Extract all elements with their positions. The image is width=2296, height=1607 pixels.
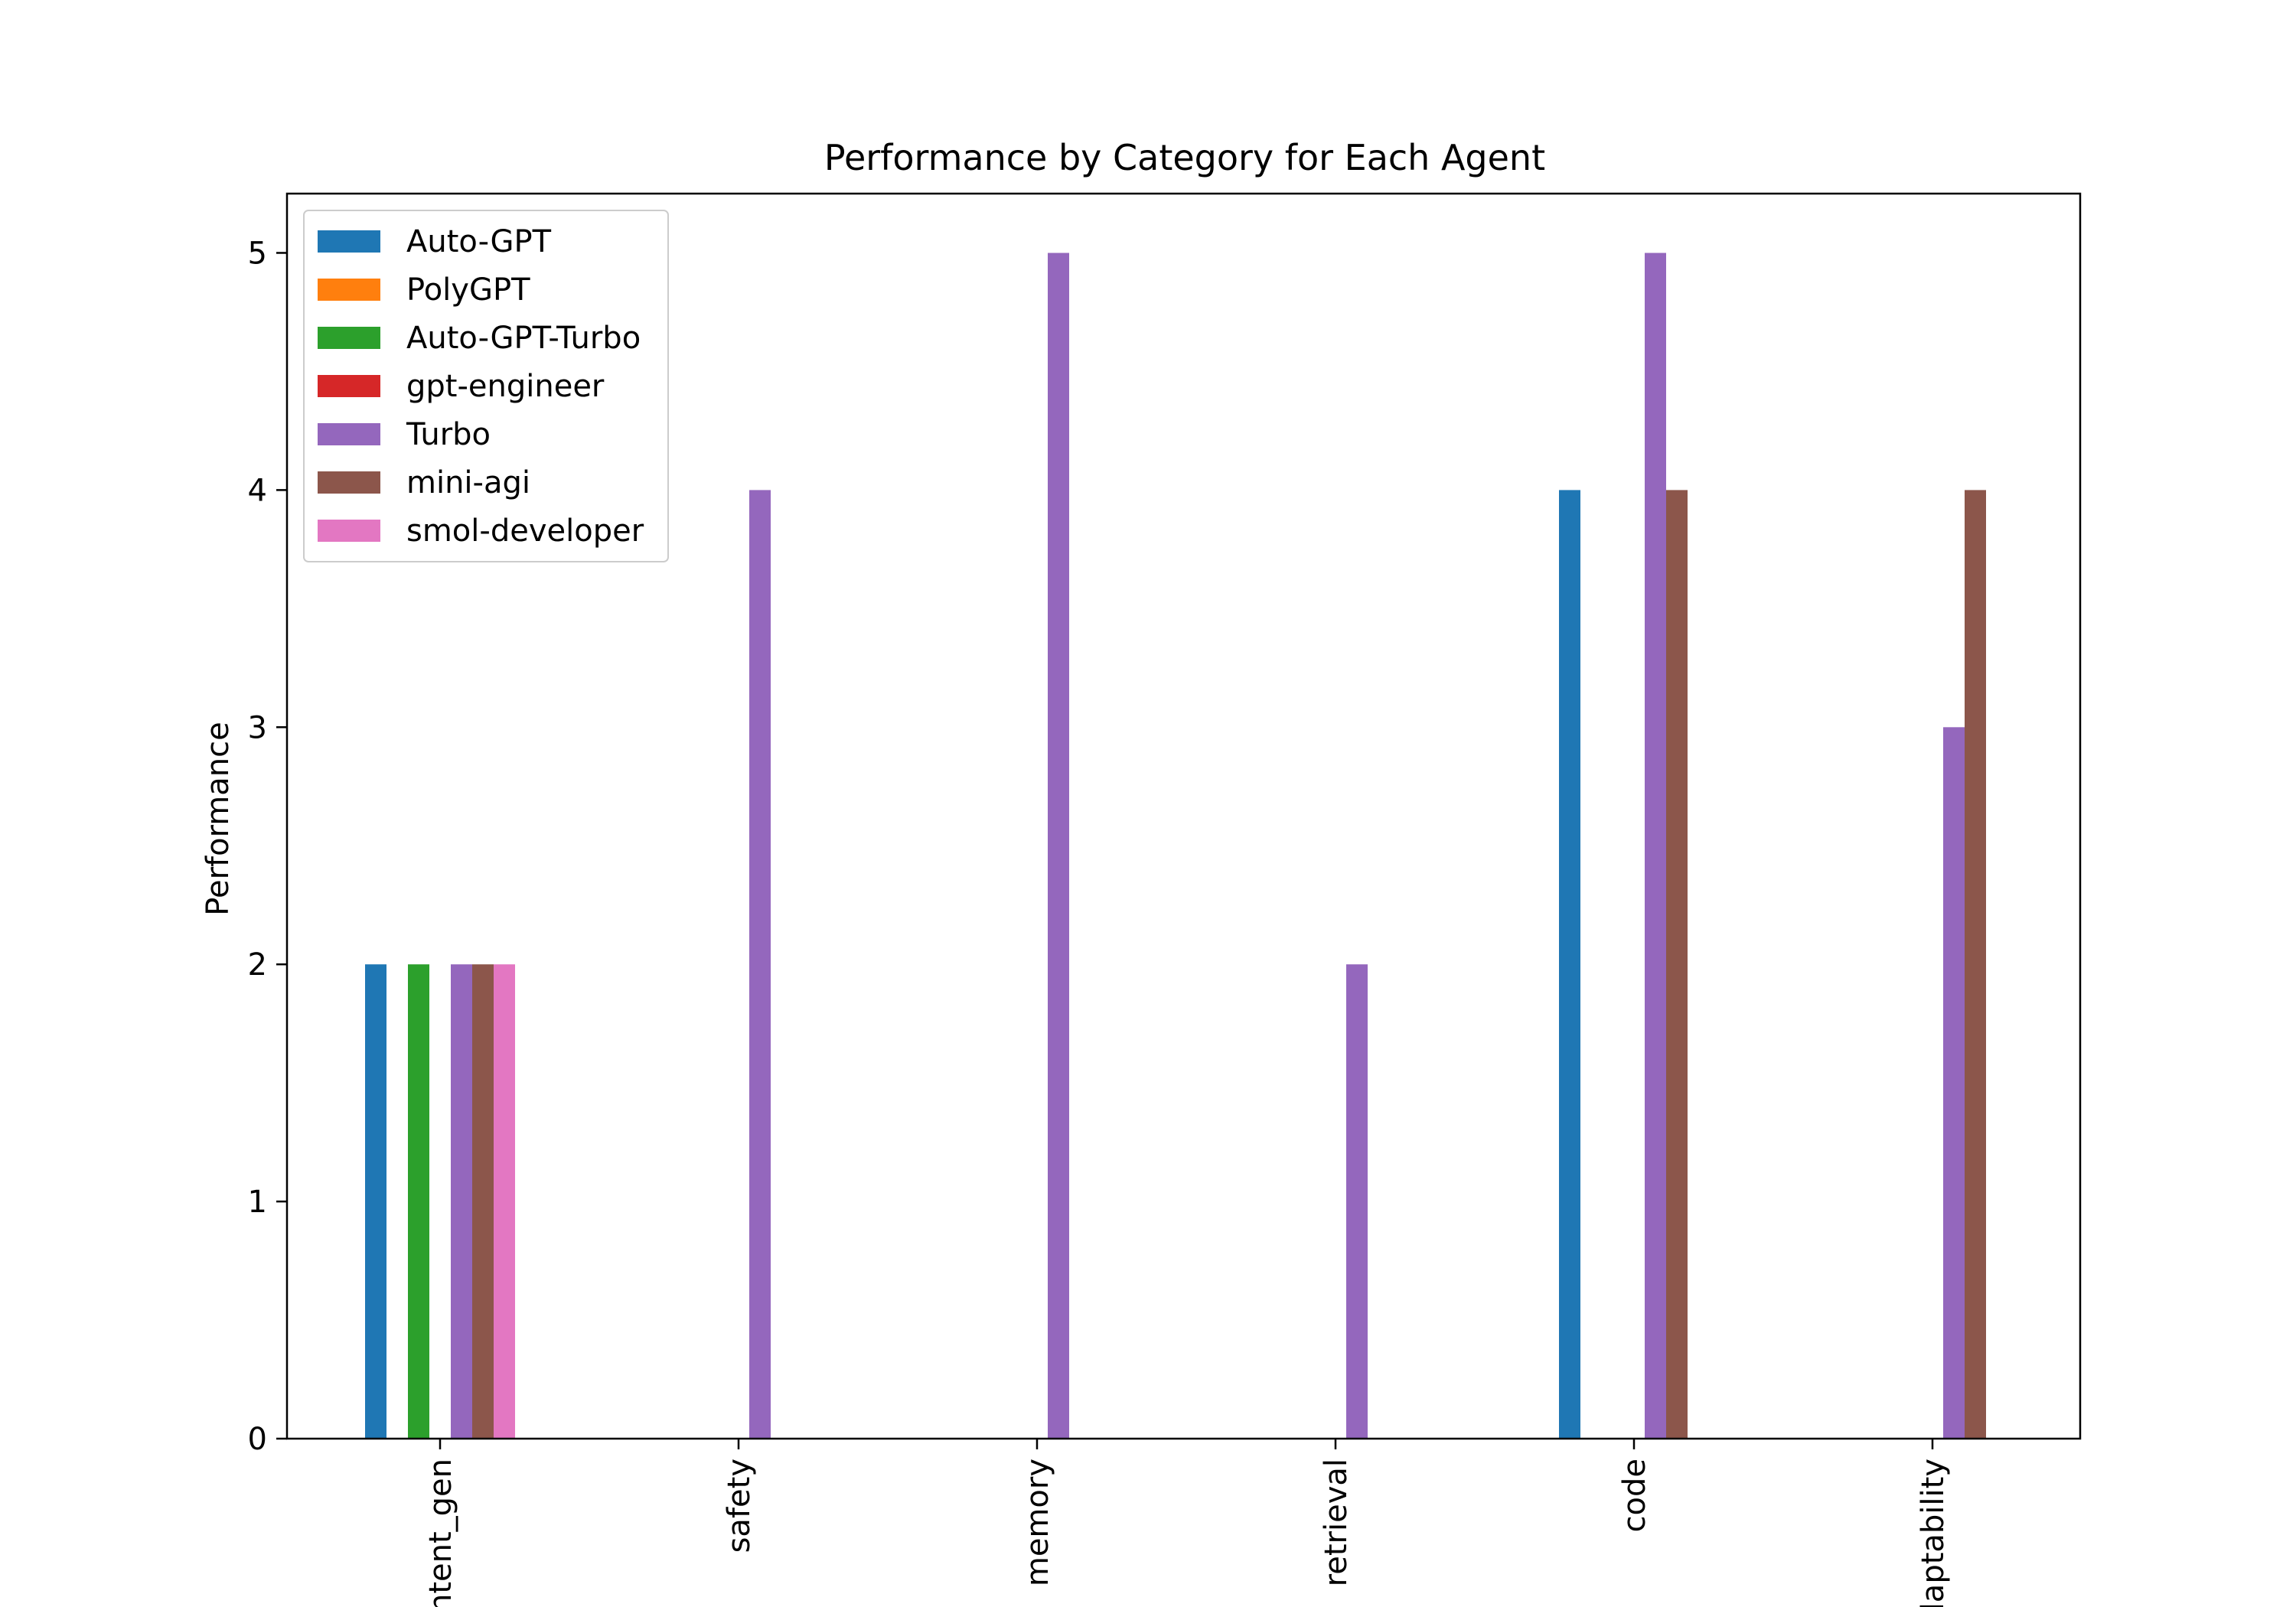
legend-swatch <box>318 279 380 301</box>
plot-area-frame <box>285 192 2082 1440</box>
y-tick-label: 2 <box>248 947 267 983</box>
legend-swatch <box>318 520 380 542</box>
bars-group <box>365 253 1986 1439</box>
x-tick-label-code: code <box>1617 1459 1652 1532</box>
bar-turbo-adaptability <box>1943 727 1965 1439</box>
legend-swatch <box>318 327 380 349</box>
y-tick-label: 5 <box>248 236 267 271</box>
legend-label: smol-developer <box>406 513 644 549</box>
y-axis-label: Performance <box>201 722 236 915</box>
y-tick-label: 3 <box>248 710 267 745</box>
x-tick-label-retrieval: retrieval <box>1319 1459 1354 1586</box>
y-tick-label: 4 <box>248 473 267 508</box>
bar-mini-agi-code <box>1666 490 1688 1439</box>
legend-label: Auto-GPT-Turbo <box>406 321 641 356</box>
y-axis-ticks: 0 1 2 3 4 5 <box>248 236 287 1457</box>
bar-turbo-content-gen <box>451 964 472 1439</box>
bar-turbo-code <box>1645 253 1666 1439</box>
bar-auto-gpt-code <box>1559 490 1580 1439</box>
y-tick-label: 1 <box>248 1185 267 1220</box>
legend-swatch <box>318 375 380 397</box>
x-tick-label-safety: safety <box>722 1459 757 1553</box>
x-tick-label-adaptability: adaptability <box>1916 1459 1951 1607</box>
x-tick-label-content-gen: content_gen <box>423 1459 458 1607</box>
x-tick-label-memory: memory <box>1020 1459 1055 1586</box>
legend-swatch <box>318 423 380 445</box>
legend-label: mini-agi <box>406 465 530 500</box>
y-tick-label: 0 <box>248 1422 267 1457</box>
chart-title: Performance by Category for Each Agent <box>824 137 1545 178</box>
bar-mini-agi-content-gen <box>472 964 494 1439</box>
legend-swatch <box>318 471 380 494</box>
bar-mini-agi-adaptability <box>1965 490 1986 1439</box>
legend-box <box>303 210 669 562</box>
legend-swatch <box>318 230 380 253</box>
legend-label: PolyGPT <box>406 272 530 308</box>
legend-label: Turbo <box>406 417 491 452</box>
legend: Auto-GPT PolyGPT Auto-GPT-Turbo gpt-enginee… <box>303 210 669 562</box>
bar-turbo-safety <box>749 490 771 1439</box>
legend-label: gpt-engineer <box>406 369 605 404</box>
legend-label: Auto-GPT <box>406 224 552 259</box>
bar-auto-gpt-content-gen <box>365 964 386 1439</box>
bar-turbo-memory <box>1048 253 1069 1439</box>
x-axis-ticks: content_gen safety memory retrieval code adap… <box>423 1439 1951 1607</box>
bar-auto-gpt-turbo-content-gen <box>408 964 429 1439</box>
bar-smol-developer-content-gen <box>494 964 515 1439</box>
bar-turbo-retrieval <box>1346 964 1368 1439</box>
